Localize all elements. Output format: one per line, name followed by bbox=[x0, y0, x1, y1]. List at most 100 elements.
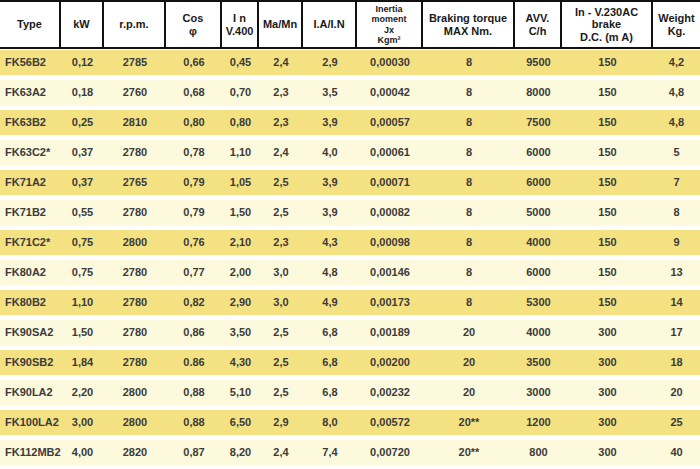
cell-in-v400: 2,90 bbox=[222, 290, 259, 315]
cell-type: FK63A2 bbox=[0, 80, 61, 105]
table-row: FK100LA23,0028000,886,502,98,00,0057220*… bbox=[0, 410, 700, 435]
cell-ma-mn: 2,3 bbox=[259, 230, 303, 255]
header-cell-ma-mn: Ma/Mn bbox=[259, 2, 303, 47]
cell-rpm: 2780 bbox=[104, 350, 166, 375]
cell-type: FK71A2 bbox=[0, 170, 61, 195]
cell-braking-torque: 20 bbox=[423, 320, 515, 345]
cell-ma-mn: 2,5 bbox=[259, 320, 303, 345]
cell-rpm: 2820 bbox=[104, 440, 166, 465]
cell-kw: 1,50 bbox=[61, 320, 104, 345]
cell-brake-dc: 150 bbox=[562, 110, 653, 135]
cell-braking-torque: 8 bbox=[423, 230, 515, 255]
cell-rpm: 2760 bbox=[104, 80, 166, 105]
cell-brake-dc: 300 bbox=[562, 350, 653, 375]
cell-ia-in: 3,9 bbox=[303, 200, 357, 225]
cell-cos-phi: 0,77 bbox=[166, 260, 222, 285]
cell-inertia: 0,00232 bbox=[357, 380, 423, 405]
cell-ma-mn: 2,4 bbox=[259, 50, 303, 75]
cell-weight: 7 bbox=[653, 170, 700, 195]
cell-weight: 4,8 bbox=[653, 110, 700, 135]
cell-weight: 20 bbox=[653, 380, 700, 405]
table-row: FK63C2*0,3727800,781,102,44,00,000618600… bbox=[0, 140, 700, 165]
cell-in-v400: 4,30 bbox=[222, 350, 259, 375]
cell-avv: 7500 bbox=[515, 110, 562, 135]
cell-ma-mn: 2,3 bbox=[259, 110, 303, 135]
cell-ma-mn: 2,9 bbox=[259, 410, 303, 435]
cell-ma-mn: 2,5 bbox=[259, 170, 303, 195]
cell-ia-in: 6,8 bbox=[303, 320, 357, 345]
cell-braking-torque: 8 bbox=[423, 260, 515, 285]
header-cell-brake-dc: In - V.230AC brake D.C. (m A) bbox=[562, 2, 653, 47]
cell-weight: 25 bbox=[653, 410, 700, 435]
cell-avv: 3500 bbox=[515, 350, 562, 375]
cell-weight: 14 bbox=[653, 290, 700, 315]
cell-brake-dc: 300 bbox=[562, 320, 653, 345]
cell-ia-in: 3,9 bbox=[303, 110, 357, 135]
cell-weight: 4,8 bbox=[653, 80, 700, 105]
table-row: FK90SA21,5027800,863,502,56,80,001892040… bbox=[0, 320, 700, 345]
cell-rpm: 2780 bbox=[104, 260, 166, 285]
cell-inertia: 0,00057 bbox=[357, 110, 423, 135]
cell-avv: 6000 bbox=[515, 260, 562, 285]
cell-rpm: 2780 bbox=[104, 290, 166, 315]
cell-braking-torque: 20** bbox=[423, 440, 515, 465]
cell-in-v400: 5,10 bbox=[222, 380, 259, 405]
cell-weight: 40 bbox=[653, 440, 700, 465]
cell-inertia: 0,00082 bbox=[357, 200, 423, 225]
header-cell-weight: Weight Kg. bbox=[653, 2, 700, 47]
cell-cos-phi: 0,76 bbox=[166, 230, 222, 255]
header-cell-type: Type bbox=[0, 2, 61, 47]
table-row: FK71C2*0,7528000,762,102,34,30,000988400… bbox=[0, 230, 700, 255]
cell-avv: 800 bbox=[515, 440, 562, 465]
cell-inertia: 0,00189 bbox=[357, 320, 423, 345]
cell-ia-in: 6,8 bbox=[303, 350, 357, 375]
cell-rpm: 2800 bbox=[104, 230, 166, 255]
cell-type: FK63C2* bbox=[0, 140, 61, 165]
cell-brake-dc: 150 bbox=[562, 170, 653, 195]
cell-brake-dc: 150 bbox=[562, 200, 653, 225]
cell-brake-dc: 300 bbox=[562, 440, 653, 465]
cell-in-v400: 0,70 bbox=[222, 80, 259, 105]
table-row: FK63A20,1827600,680,702,33,50,0004288000… bbox=[0, 80, 700, 105]
cell-cos-phi: 0,82 bbox=[166, 290, 222, 315]
cell-braking-torque: 8 bbox=[423, 170, 515, 195]
cell-rpm: 2810 bbox=[104, 110, 166, 135]
header-cell-inertia: Inertia moment Jx Kgm² bbox=[357, 2, 423, 47]
cell-ia-in: 8,0 bbox=[303, 410, 357, 435]
cell-cos-phi: 0,79 bbox=[166, 170, 222, 195]
header-cell-rpm: r.p.m. bbox=[104, 2, 166, 47]
cell-braking-torque: 8 bbox=[423, 50, 515, 75]
cell-kw: 0,18 bbox=[61, 80, 104, 105]
cell-braking-torque: 20** bbox=[423, 410, 515, 435]
header-cell-avv: AVV. C/h bbox=[515, 2, 562, 47]
cell-inertia: 0,00061 bbox=[357, 140, 423, 165]
cell-weight: 9 bbox=[653, 230, 700, 255]
cell-cos-phi: 0,88 bbox=[166, 380, 222, 405]
cell-ia-in: 4,0 bbox=[303, 140, 357, 165]
header-cell-braking-torque: Braking torque MAX Nm. bbox=[423, 2, 515, 47]
cell-kw: 0,75 bbox=[61, 260, 104, 285]
cell-kw: 2,20 bbox=[61, 380, 104, 405]
cell-cos-phi: 0,66 bbox=[166, 50, 222, 75]
cell-in-v400: 3,50 bbox=[222, 320, 259, 345]
cell-weight: 18 bbox=[653, 350, 700, 375]
cell-braking-torque: 8 bbox=[423, 110, 515, 135]
cell-weight: 17 bbox=[653, 320, 700, 345]
cell-ma-mn: 2,4 bbox=[259, 140, 303, 165]
cell-rpm: 2780 bbox=[104, 200, 166, 225]
cell-avv: 1200 bbox=[515, 410, 562, 435]
cell-cos-phi: 0,88 bbox=[166, 410, 222, 435]
cell-inertia: 0,00572 bbox=[357, 410, 423, 435]
cell-braking-torque: 20 bbox=[423, 350, 515, 375]
cell-kw: 4,00 bbox=[61, 440, 104, 465]
cell-type: FK71C2* bbox=[0, 230, 61, 255]
cell-braking-torque: 8 bbox=[423, 80, 515, 105]
header-cell-cos-phi: Cos φ bbox=[166, 2, 222, 47]
cell-brake-dc: 150 bbox=[562, 140, 653, 165]
cell-weight: 4,2 bbox=[653, 50, 700, 75]
cell-type: FK90SA2 bbox=[0, 320, 61, 345]
cell-inertia: 0,00720 bbox=[357, 440, 423, 465]
cell-weight: 5 bbox=[653, 140, 700, 165]
cell-type: FK90LA2 bbox=[0, 380, 61, 405]
table-row: FK90SB21,8427800.864,302,56,80,002002035… bbox=[0, 350, 700, 375]
